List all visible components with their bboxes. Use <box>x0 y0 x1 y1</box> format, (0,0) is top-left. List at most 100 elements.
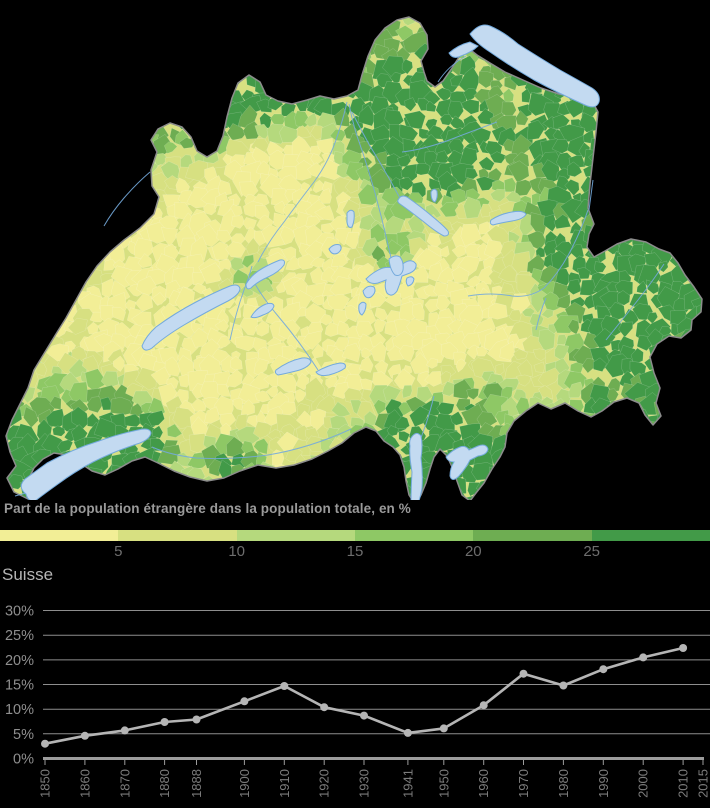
river-thur <box>401 121 498 153</box>
lake-sempach <box>328 244 342 255</box>
river-doubs <box>103 171 151 227</box>
legend-segment-5 <box>591 530 710 541</box>
svg-text:1910: 1910 <box>277 769 292 798</box>
lake-maggiore <box>409 432 423 500</box>
rivers-layer <box>14 55 665 497</box>
legend-tick-label: 5 <box>114 543 123 560</box>
lake-lucerne <box>365 260 417 296</box>
river-limmat <box>351 111 402 201</box>
trend-line <box>44 646 684 745</box>
legend-tick-label: 15 <box>346 543 364 560</box>
legend-color-bar <box>0 530 710 541</box>
data-point-1920[interactable] <box>320 703 329 712</box>
lake-zurich <box>397 195 449 237</box>
svg-text:1850: 1850 <box>38 769 53 798</box>
data-point-1950[interactable] <box>439 724 448 733</box>
lake-geneva <box>20 428 152 500</box>
legend-tick-label: 10 <box>228 543 246 560</box>
svg-text:1990: 1990 <box>596 769 611 798</box>
river-aare-lower <box>257 101 348 263</box>
y-axis-labels: 0% 5% 10% 15% 20% 25% 30% <box>5 604 34 768</box>
data-point-1960[interactable] <box>479 701 488 710</box>
data-point-1860[interactable] <box>80 731 89 740</box>
river-ticino <box>420 395 435 439</box>
river-aare-upper <box>253 281 319 371</box>
lake-murten <box>250 302 275 319</box>
lake-thun <box>274 357 312 376</box>
svg-text:1960: 1960 <box>476 769 491 798</box>
river-vorderrhein <box>467 209 589 297</box>
svg-text:1880: 1880 <box>157 769 172 798</box>
legend-segment-4 <box>473 530 592 541</box>
svg-text:1930: 1930 <box>357 769 372 798</box>
data-point-1990[interactable] <box>599 665 608 674</box>
lake-biel <box>245 259 285 290</box>
svg-text:1888: 1888 <box>189 769 204 798</box>
svg-text:1920: 1920 <box>317 769 332 798</box>
data-point-1941[interactable] <box>403 728 412 737</box>
lake-hallwil <box>346 209 355 228</box>
lake-lugano <box>445 444 489 480</box>
svg-text:1950: 1950 <box>436 769 451 798</box>
legend-tick-label: 20 <box>464 543 482 560</box>
svg-text:1980: 1980 <box>556 769 571 798</box>
svg-text:1870: 1870 <box>117 769 132 798</box>
legend-tick-label: 25 <box>583 543 601 560</box>
svg-text:2010: 2010 <box>676 769 691 798</box>
data-point-1870[interactable] <box>120 726 129 735</box>
switzerland-choropleth-map[interactable] <box>0 0 710 500</box>
legend-segment-2 <box>236 530 355 541</box>
country-border <box>5 16 703 500</box>
municipalities-layer <box>6 17 702 500</box>
lake-aegeri <box>405 276 415 287</box>
chart-title: Suisse <box>2 565 54 584</box>
svg-text:15%: 15% <box>5 678 34 694</box>
data-point-2000[interactable] <box>639 653 648 662</box>
legend-tick-labels: 5 10 15 20 25 <box>0 543 710 561</box>
svg-text:0%: 0% <box>13 752 34 768</box>
river-rhein <box>588 179 594 211</box>
lake-lucerne-arm <box>362 285 376 299</box>
data-point-1850[interactable] <box>41 739 49 748</box>
legend-segment-1 <box>118 530 237 541</box>
lake-neuchatel <box>141 284 241 351</box>
river-hinterrhein <box>535 297 547 331</box>
data-point-1888[interactable] <box>192 715 201 724</box>
lake-brienz <box>315 362 346 377</box>
svg-text:25%: 25% <box>5 628 34 644</box>
data-points[interactable] <box>41 644 688 748</box>
data-point-1910[interactable] <box>280 682 289 690</box>
river-saane <box>229 265 253 341</box>
x-axis-labels: 1850 1860 1870 1880 1888 1900 1910 1920 1930 1941… <box>38 769 710 798</box>
svg-text:20%: 20% <box>5 653 34 669</box>
data-point-1880[interactable] <box>160 718 169 726</box>
lake-constance <box>469 24 600 108</box>
foreign-population-line-chart: 0% 5% 10% 15% 20% 25% 30% 1850 1860 1870 1880 1888 1… <box>5 604 710 798</box>
gridlines <box>43 610 710 735</box>
svg-text:2015: 2015 <box>696 769 710 798</box>
svg-text:1970: 1970 <box>516 769 531 798</box>
lakes-layer <box>20 24 600 500</box>
river-rhone <box>151 428 352 460</box>
data-point-1970[interactable] <box>519 669 528 678</box>
data-point-1930[interactable] <box>360 711 368 720</box>
svg-text:10%: 10% <box>5 702 34 718</box>
svg-text:2000: 2000 <box>636 769 651 798</box>
river-reuss <box>348 103 398 289</box>
legend-segment-3 <box>354 530 474 541</box>
data-point-1900[interactable] <box>240 697 249 706</box>
river-rhein-nord <box>437 55 467 83</box>
lake-zug <box>388 255 404 276</box>
svg-text:30%: 30% <box>5 604 34 620</box>
lake-walen <box>489 210 527 226</box>
svg-text:1900: 1900 <box>237 769 252 798</box>
svg-text:5%: 5% <box>13 727 34 743</box>
svg-text:1860: 1860 <box>77 769 92 798</box>
lake-sarnen <box>358 301 367 316</box>
river-inn <box>605 263 665 341</box>
lake-constance-untersee <box>448 41 479 58</box>
x-axis-ticks <box>44 760 704 765</box>
data-point-1980[interactable] <box>559 681 568 690</box>
data-point-2010[interactable] <box>679 644 688 652</box>
